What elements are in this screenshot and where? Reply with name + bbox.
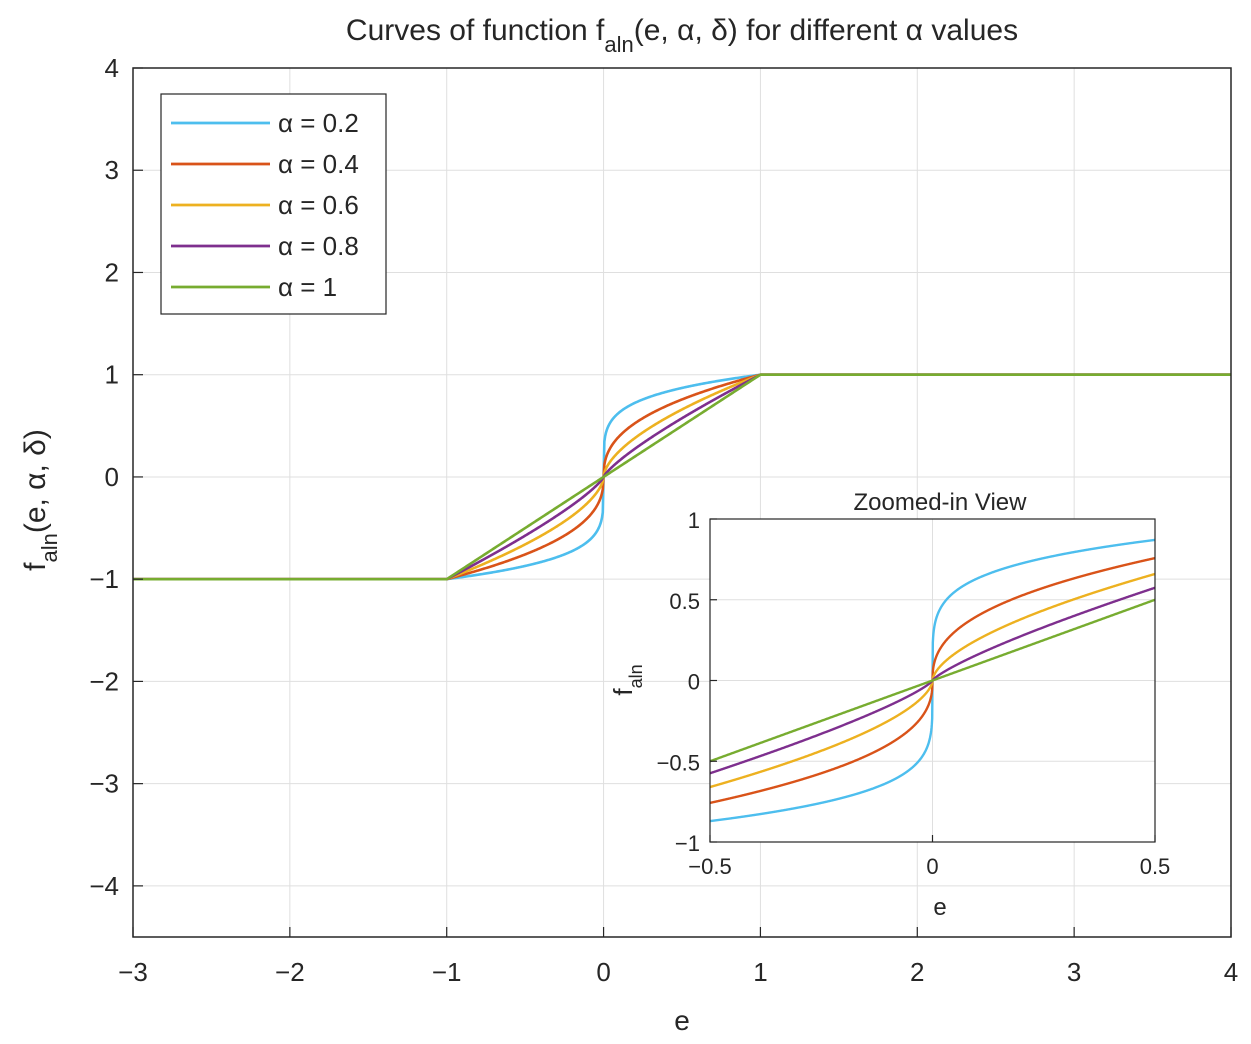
inset-y-axis-label-main: f: [608, 688, 638, 696]
y-tick-label: 0.5: [669, 589, 700, 614]
chart-title-args: (e, α, δ) for different α values: [634, 14, 1018, 47]
main-ticks: −3 −2 −1 0 1 2 3 4 4 3 2 1 0 −1 −2 −3 −4: [89, 53, 1238, 987]
series-line: [709, 598, 1156, 763]
inset-ticks: −0.5 0 0.510.50−0.5−1: [657, 508, 1171, 879]
main-axes-box: [132, 67, 1232, 938]
x-tick-label: −1: [432, 957, 462, 987]
y-tick-label: −1: [89, 564, 119, 594]
chart-title: Curves of function faln(e, α, δ) for dif…: [346, 14, 1018, 57]
inset-title: Zoomed-in View: [854, 489, 1028, 516]
y-tick-label: −3: [89, 769, 119, 799]
y-tick-label: 0: [105, 462, 119, 492]
x-axis-label: e: [674, 1005, 690, 1036]
y-tick-label: 1: [105, 360, 119, 390]
y-tick-label: −0.5: [657, 750, 700, 775]
inset-y-axis-label-sub: aln: [626, 664, 646, 688]
y-tick-label: 2: [105, 257, 119, 287]
x-tick-label: 0: [926, 854, 938, 879]
x-tick-label: −3: [118, 957, 148, 987]
legend-label: α = 0.6: [278, 190, 359, 220]
y-axis-label: faln(e, α, δ): [19, 429, 62, 571]
y-tick-label: 0: [688, 670, 700, 695]
x-tick-label: 4: [1224, 957, 1238, 987]
legend-label: α = 1: [278, 272, 337, 302]
y-tick-label: −4: [89, 871, 119, 901]
legend: α = 0.2 α = 0.4 α = 0.6 α = 0.8 α = 1: [160, 93, 387, 315]
x-tick-label: 3: [1067, 957, 1081, 987]
series-line: [132, 373, 1232, 581]
x-tick-label: 0: [596, 957, 610, 987]
x-tick-label: −0.5: [688, 854, 731, 879]
main-plot-area: [132, 373, 1232, 581]
x-tick-label: 1: [753, 957, 767, 987]
y-tick-label: 1: [688, 508, 700, 533]
inset-y-axis-label: faln: [608, 664, 646, 695]
y-axis-label-sub: aln: [37, 533, 62, 562]
y-tick-label: 3: [105, 155, 119, 185]
chart-title-sub: aln: [604, 32, 633, 57]
chart-title-prefix: Curves of function f: [346, 14, 605, 47]
x-tick-label: 2: [910, 957, 924, 987]
y-tick-label: 4: [105, 53, 119, 83]
y-tick-label: −1: [675, 831, 700, 856]
legend-label: α = 0.2: [278, 108, 359, 138]
legend-label: α = 0.4: [278, 149, 359, 179]
y-axis-label-args: (e, α, δ): [19, 429, 52, 533]
y-axis-label-main: f: [19, 562, 52, 571]
inset-x-axis-label: e: [933, 894, 946, 921]
x-tick-label: 0.5: [1140, 854, 1171, 879]
y-tick-label: −2: [89, 666, 119, 696]
inset-plot-area: [709, 538, 1156, 823]
x-tick-label: −2: [275, 957, 305, 987]
legend-label: α = 0.8: [278, 231, 359, 261]
